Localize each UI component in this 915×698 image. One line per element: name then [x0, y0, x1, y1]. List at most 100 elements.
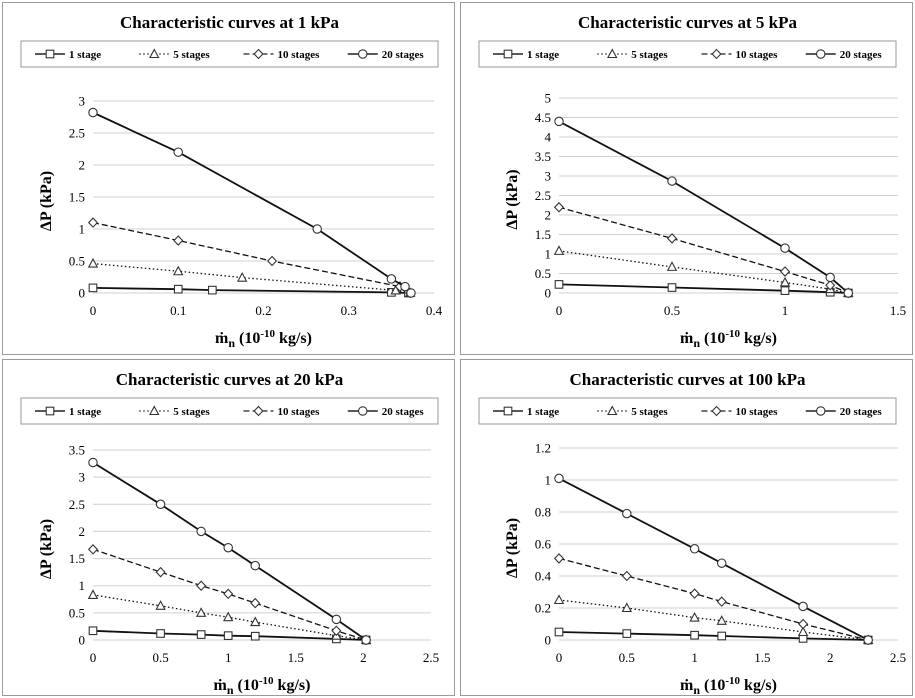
legend-item: 5 stages — [597, 405, 668, 418]
y-tick-label: 0.5 — [69, 254, 85, 269]
data-point — [406, 288, 416, 298]
data-point — [843, 288, 854, 298]
data-point — [553, 553, 565, 564]
legend-label: 20 stages — [840, 406, 883, 418]
series-line — [558, 206, 849, 294]
data-point — [88, 283, 98, 293]
data-point — [780, 243, 790, 253]
data-point — [250, 597, 261, 609]
data-point — [208, 285, 217, 295]
data-point — [156, 629, 165, 638]
data-point — [196, 580, 207, 592]
x-tick-label: 0 — [556, 303, 563, 318]
data-point — [622, 629, 632, 638]
data-point — [87, 589, 99, 599]
y-tick-label: 1.2 — [535, 441, 551, 456]
legend-marker — [149, 405, 160, 416]
legend-marker — [815, 49, 826, 59]
y-tick-label: 1.5 — [69, 551, 85, 566]
chart-svg-100kpa: Characteristic curves at 100 kPa 1 stage 5… — [478, 370, 906, 697]
legend-marker — [711, 48, 722, 60]
y-tick-label: 0 — [79, 633, 86, 648]
data-point — [553, 594, 565, 605]
legend-item: 1 stage — [35, 406, 101, 418]
data-point — [390, 284, 401, 295]
series-1-stage — [88, 283, 413, 298]
chart-svg-20kpa: Characteristic curves at 20 kPa 1 stage 5 … — [20, 370, 439, 697]
x-tick-label: 0.5 — [664, 303, 680, 318]
legend-item: 1 stage — [493, 406, 559, 418]
data-point — [554, 473, 564, 484]
x-tick-label: 2.5 — [890, 650, 906, 665]
legend-item: 10 stages — [243, 405, 320, 418]
x-tick-label: 1 — [782, 303, 789, 318]
y-tick-label: 2 — [545, 208, 552, 223]
x-tick-label: 2 — [360, 650, 367, 665]
data-point — [386, 274, 397, 284]
legend-label: 1 stage — [527, 406, 559, 418]
legend-item: 1 stage — [493, 49, 559, 61]
series-line — [92, 221, 411, 294]
y-tick-label: 0 — [545, 633, 552, 648]
chart-panel-1kpa: Characteristic curves at 1 kPa 1 stage 5 s… — [2, 2, 455, 355]
x-tick-label: 2 — [827, 650, 834, 665]
chart-svg-1kpa: Characteristic curves at 1 kPa 1 stage 5 s… — [20, 13, 443, 350]
legend-marker — [815, 406, 826, 416]
y-tick-label: 2.5 — [69, 126, 85, 141]
y-tick-label: 2 — [79, 524, 86, 539]
series-10-stages — [87, 544, 372, 646]
data-point — [621, 602, 633, 613]
data-point — [690, 630, 699, 640]
data-point — [223, 631, 233, 641]
y-tick-label: 0 — [545, 286, 552, 301]
data-point — [667, 283, 677, 292]
data-point — [798, 601, 808, 612]
legend-marker — [503, 406, 513, 416]
legend-item: 20 stages — [805, 406, 883, 418]
legend: 1 stage 5 stages 10 stages 20 stages — [478, 40, 897, 68]
data-point — [196, 526, 206, 537]
series-line — [558, 599, 869, 641]
data-point — [195, 607, 207, 617]
data-point — [689, 588, 700, 599]
data-point — [87, 257, 99, 268]
data-point — [825, 279, 836, 291]
legend-item: 20 stages — [347, 406, 424, 418]
data-point — [779, 266, 791, 277]
chart-title: Characteristic curves at 20 kPa — [116, 370, 344, 389]
data-point — [266, 255, 278, 267]
legend-label: 5 stages — [631, 406, 668, 418]
legend: 1 stage 5 stages 10 stages 20 stages — [20, 40, 439, 68]
x-axis-label: ṁn (10-10 kg/s) — [680, 328, 777, 350]
x-tick-label: 1.5 — [754, 650, 770, 665]
y-tick-label: 1 — [545, 247, 552, 262]
legend-marker — [253, 405, 264, 417]
data-point — [173, 147, 184, 157]
data-point — [666, 261, 678, 271]
chart-title: Characteristic curves at 1 kPa — [120, 13, 340, 32]
legend-label: 5 stages — [631, 49, 668, 61]
y-tick-label: 0 — [79, 286, 86, 301]
legend-marker — [149, 48, 160, 59]
series-line — [558, 631, 869, 641]
y-tick-label: 1 — [79, 578, 86, 593]
y-tick-label: 0.5 — [69, 605, 85, 620]
legend-item: 20 stages — [805, 49, 883, 61]
data-point — [173, 235, 184, 246]
data-point — [716, 615, 727, 625]
data-point — [716, 596, 727, 607]
data-point — [553, 201, 565, 213]
y-tick-label: 1 — [545, 473, 552, 488]
data-point — [250, 560, 260, 571]
data-point — [863, 635, 873, 645]
y-tick-label: 3 — [545, 169, 552, 184]
y-tick-label: 0.2 — [535, 601, 551, 616]
data-point — [250, 616, 261, 627]
data-point — [361, 635, 371, 645]
legend-label: 20 stages — [840, 49, 883, 61]
chart-svg-5kpa: Characteristic curves at 5 kPa 1 stage 5 s… — [478, 13, 906, 350]
legend-item: 10 stages — [701, 405, 778, 418]
data-point — [554, 116, 564, 127]
data-point — [666, 233, 678, 244]
data-point — [621, 570, 632, 582]
